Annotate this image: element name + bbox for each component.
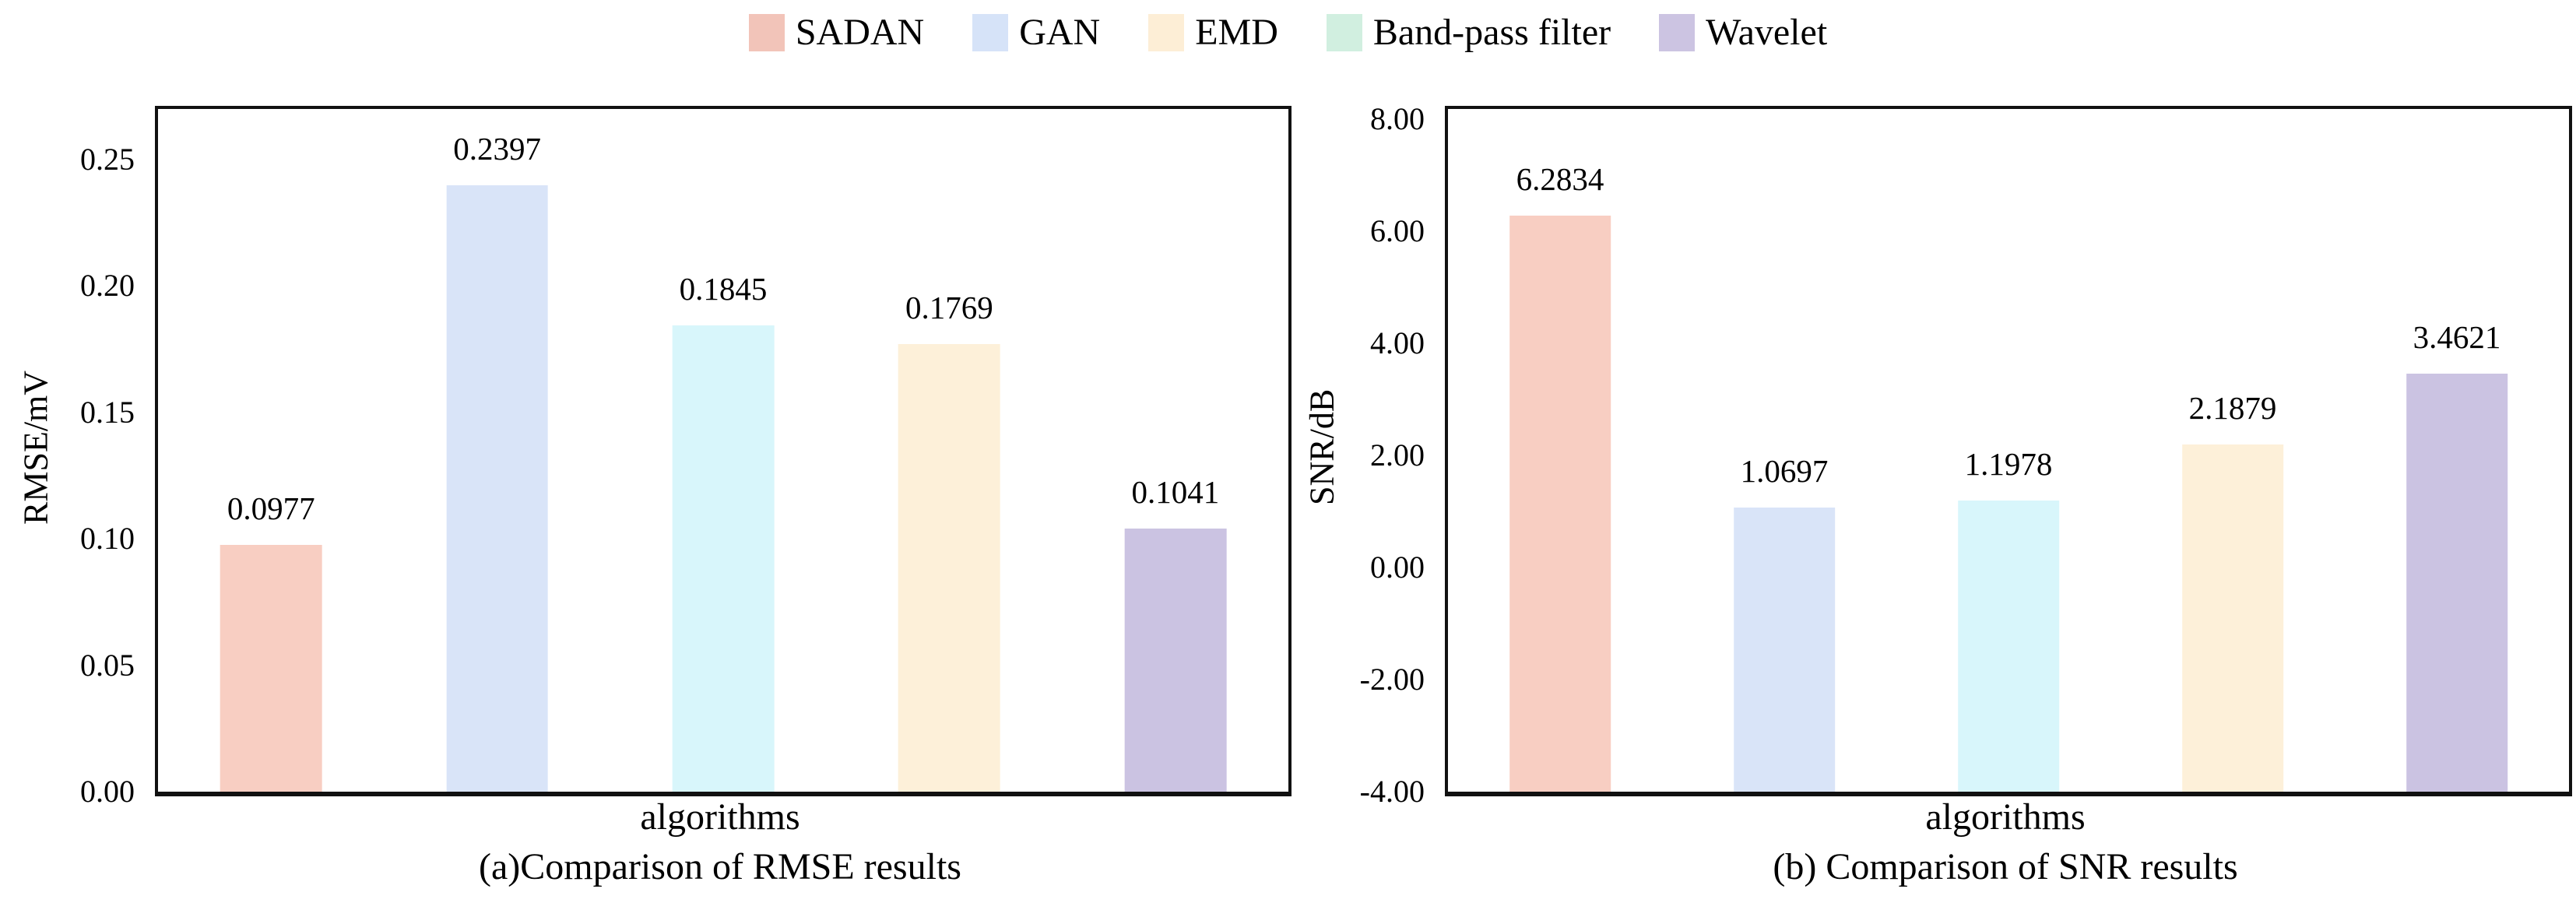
y-tick-label: 0.05 (80, 647, 135, 683)
legend-swatch (972, 14, 1009, 51)
bar-value-label: 0.2397 (453, 131, 541, 167)
bar-value-label: 0.1041 (1131, 473, 1220, 510)
plot-area-snr: 8.00 6.00 4.00 2.00 0.00 -2.00 -4.00 6.2834 1.06… (1360, 103, 2572, 807)
legend-item-wavelet: Wavelet (1659, 14, 1827, 51)
y-tick-label: 8.00 (1370, 100, 1425, 136)
y-tick-label: 2.00 (1370, 437, 1425, 473)
y-tick-label: 0.00 (80, 774, 135, 809)
bar-value-label: 0.1769 (905, 290, 993, 326)
caption-panel-b: (b) Comparison of SNR results (1773, 846, 2238, 887)
bar (1734, 507, 1835, 792)
bar-value-label: 1.1978 (1964, 445, 2053, 482)
y-tick-label: 0.25 (80, 141, 135, 177)
legend-swatch (1148, 14, 1185, 51)
caption-panel-a: (a)Comparison of RMSE results (479, 846, 961, 887)
legend-label: EMD (1195, 12, 1278, 53)
legend-label: SADAN (795, 12, 925, 53)
y-tick-label: 0.00 (1370, 549, 1425, 585)
legend-label: Band-pass filter (1372, 12, 1611, 53)
bar-slot-band-pass-filter: 1.1978 (1896, 109, 2121, 792)
bars-container: 0.0977 0.2397 0.1845 0.1769 0.1041 (158, 109, 1288, 792)
legend-item-band-pass-filter: Band-pass filter (1326, 12, 1611, 53)
legend-item-gan: GAN (972, 14, 1100, 51)
y-tick-label: -4.00 (1359, 774, 1425, 809)
legend-swatch (1659, 14, 1696, 51)
legend-item-emd: EMD (1148, 14, 1278, 51)
bar (2182, 444, 2283, 792)
bar-slot-emd: 2.1879 (2121, 109, 2345, 792)
legend-swatch (1326, 14, 1362, 51)
bar-value-label: 1.0697 (1740, 452, 1829, 489)
x-axis-label-rmse: algorithms (640, 796, 800, 838)
bar (1958, 500, 2059, 792)
bar-value-label: 6.2834 (1516, 160, 1604, 197)
bar-value-label: 0.0977 (227, 490, 315, 526)
legend-item-sadan: SADAN (748, 12, 925, 53)
y-tick-label: 0.20 (80, 268, 135, 304)
bar-slot-sadan: 6.2834 (1448, 109, 1672, 792)
y-tick-label: 0.15 (80, 394, 135, 430)
bar (2406, 373, 2507, 792)
bar-value-label: 3.4621 (2413, 318, 2501, 355)
legend-label: GAN (1019, 12, 1101, 53)
legend: SADAN GAN EMD Band-pass filter Wavelet (0, 5, 2576, 61)
bar-slot-emd: 0.1769 (836, 109, 1062, 792)
legend-label: Wavelet (1706, 12, 1828, 53)
bar (220, 544, 322, 792)
y-tick-label: 6.00 (1370, 213, 1425, 248)
x-axis-label-snr: algorithms (1925, 796, 2086, 838)
bar (672, 325, 775, 792)
bar-value-label: 0.1845 (679, 270, 768, 307)
y-tick-label: 4.00 (1370, 325, 1425, 360)
bar-slot-sadan: 0.0977 (158, 109, 384, 792)
bar-slot-wavelet: 3.4621 (2345, 109, 2569, 792)
bar (1124, 528, 1227, 792)
plot-area-rmse: 0.25 0.20 0.15 0.10 0.05 0.00 0.0977 0.2397 0.18… (80, 106, 1292, 807)
bar (898, 344, 1000, 792)
bar-slot-wavelet: 0.1041 (1063, 109, 1288, 792)
bar-slot-gan: 0.2397 (384, 109, 610, 792)
bars-container: 6.2834 1.0697 1.1978 2.1879 3.4621 (1448, 109, 2569, 792)
y-tick-label: -2.00 (1359, 661, 1425, 697)
bar-slot-gan: 1.0697 (1672, 109, 1896, 792)
bar-value-label: 2.1879 (2188, 390, 2277, 427)
bar-slot-band-pass-filter: 0.1845 (610, 109, 836, 792)
y-tick-label: 0.10 (80, 521, 135, 557)
y-axis-title-rmse: RMSE/mV (16, 370, 55, 525)
bar (1509, 215, 1611, 792)
bar (446, 185, 548, 792)
legend-swatch (748, 14, 785, 51)
